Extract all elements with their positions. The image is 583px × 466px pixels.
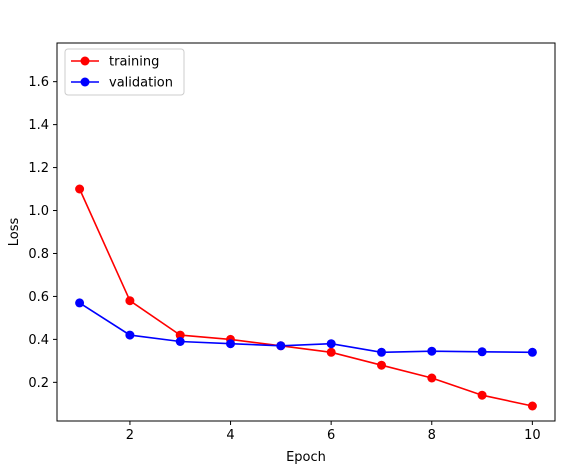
y-tick-label: 1.2 xyxy=(28,161,49,176)
data-point-training-10 xyxy=(527,401,537,411)
legend: training validation xyxy=(64,48,185,96)
y-tick-label: 0.8 xyxy=(28,247,49,262)
data-point-validation-8 xyxy=(427,346,437,356)
x-tick-label: 10 xyxy=(524,428,541,443)
data-point-validation-1 xyxy=(75,298,85,308)
legend-marker-training xyxy=(80,56,90,66)
data-point-validation-4 xyxy=(226,339,235,349)
series-line-validation xyxy=(79,302,533,354)
data-point-training-8 xyxy=(427,373,437,383)
y-tick-label: 1.4 xyxy=(28,118,49,133)
y-axis-label: Loss xyxy=(7,218,22,247)
data-point-validation-10 xyxy=(527,347,537,357)
x-tick-label: 4 xyxy=(226,428,234,443)
data-point-validation-2 xyxy=(125,330,135,340)
data-point-training-2 xyxy=(125,296,135,306)
data-point-validation-9 xyxy=(477,347,487,357)
data-point-training-3 xyxy=(175,330,185,340)
data-point-training-7 xyxy=(377,360,386,370)
axis-ticks: 2 4 6 8 10 0.2 0.4 0.6 0.8 1.0 1.2 1.4 1.6 xyxy=(28,75,540,443)
data-point-training-1 xyxy=(75,184,85,194)
plot-marks xyxy=(75,184,537,411)
data-point-training-6 xyxy=(326,347,336,357)
data-point-training-9 xyxy=(477,390,487,400)
y-tick-label: 0.4 xyxy=(28,333,49,348)
data-point-validation-5 xyxy=(276,341,286,351)
y-tick-label: 0.6 xyxy=(28,290,49,305)
data-point-validation-3 xyxy=(175,337,185,346)
data-point-validation-7 xyxy=(377,347,386,357)
x-tick-label: 2 xyxy=(126,428,134,443)
y-tick-label: 1.6 xyxy=(28,75,49,90)
y-tick-label: 0.2 xyxy=(28,376,49,391)
x-tick-label: 8 xyxy=(428,428,436,443)
plot-frame xyxy=(56,42,556,422)
data-point-validation-6 xyxy=(326,339,336,349)
y-tick-label: 1.0 xyxy=(28,204,49,219)
x-tick-label: 6 xyxy=(327,428,335,443)
x-axis-label: Epoch xyxy=(286,450,326,465)
legend-label-validation: validation xyxy=(109,76,173,91)
series-line-training xyxy=(78,188,533,407)
legend-marker-validation xyxy=(80,77,90,87)
legend-label-training: training xyxy=(109,55,159,70)
